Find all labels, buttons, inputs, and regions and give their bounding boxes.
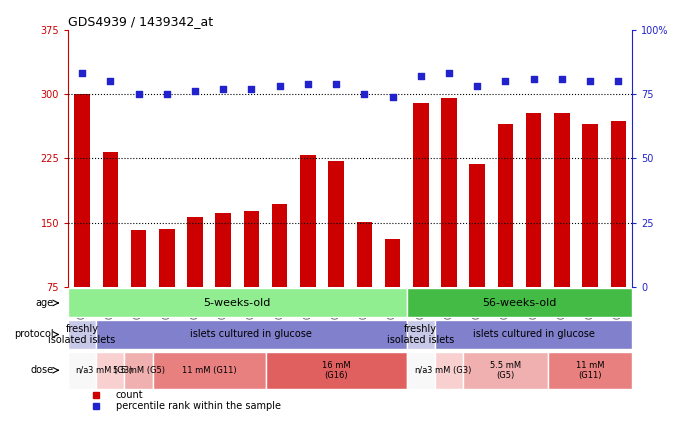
Bar	[187, 217, 203, 287]
Bar	[68, 288, 407, 317]
Text: 3 mM (G3): 3 mM (G3)	[427, 366, 471, 375]
Point	[556, 75, 567, 82]
Text: percentile rank within the sample: percentile rank within the sample	[116, 401, 281, 411]
Text: age: age	[36, 298, 54, 308]
Bar	[97, 352, 124, 389]
Bar	[103, 152, 118, 287]
Text: 16 mM
(G16): 16 mM (G16)	[322, 360, 350, 380]
Point	[387, 93, 398, 100]
Bar	[124, 352, 152, 389]
Bar	[441, 98, 457, 287]
Bar	[300, 155, 316, 287]
Point	[415, 73, 426, 80]
Bar	[582, 124, 598, 287]
Bar	[548, 352, 632, 389]
Bar	[243, 211, 259, 287]
Text: islets cultured in glucose: islets cultured in glucose	[190, 330, 312, 339]
Point	[303, 80, 313, 87]
Point	[105, 78, 116, 85]
Bar	[407, 288, 632, 317]
Text: 5.5 mM (G5): 5.5 mM (G5)	[113, 366, 165, 375]
Bar	[97, 320, 407, 349]
Bar	[435, 352, 463, 389]
Bar	[413, 103, 428, 287]
Text: islets cultured in glucose: islets cultured in glucose	[473, 330, 594, 339]
Point	[613, 78, 624, 85]
Text: freshly
isolated islets: freshly isolated islets	[387, 324, 454, 345]
Bar	[68, 320, 97, 349]
Point	[77, 70, 88, 77]
Text: GDS4939 / 1439342_at: GDS4939 / 1439342_at	[68, 16, 213, 28]
Bar	[216, 213, 231, 287]
Text: protocol: protocol	[14, 330, 54, 339]
Bar	[554, 113, 570, 287]
Text: 56-weeks-old: 56-weeks-old	[482, 298, 557, 308]
Point	[218, 85, 228, 92]
Text: 3 mM (G3): 3 mM (G3)	[88, 366, 133, 375]
Point	[528, 75, 539, 82]
Point	[500, 78, 511, 85]
Bar	[265, 352, 407, 389]
Bar	[328, 161, 344, 287]
Text: n/a: n/a	[414, 366, 428, 375]
Point	[443, 70, 454, 77]
Point	[330, 80, 341, 87]
Bar	[74, 94, 90, 287]
Text: dose: dose	[31, 365, 54, 375]
Text: n/a: n/a	[75, 366, 89, 375]
Point	[274, 83, 285, 90]
Bar	[385, 239, 401, 287]
Point	[472, 83, 483, 90]
Bar	[272, 204, 288, 287]
Text: 5.5 mM
(G5): 5.5 mM (G5)	[490, 360, 521, 380]
Point	[246, 85, 257, 92]
Point	[190, 88, 201, 95]
Bar	[159, 229, 175, 287]
Bar	[469, 164, 485, 287]
Bar	[611, 121, 626, 287]
Bar	[356, 222, 372, 287]
Point	[585, 78, 596, 85]
Text: 11 mM
(G11): 11 mM (G11)	[576, 360, 605, 380]
Point	[161, 91, 172, 97]
Bar	[131, 230, 146, 287]
Bar	[407, 352, 435, 389]
Bar	[526, 113, 541, 287]
Text: 11 mM (G11): 11 mM (G11)	[182, 366, 237, 375]
Bar	[463, 352, 548, 389]
Bar	[407, 320, 435, 349]
Point	[133, 91, 144, 97]
Text: freshly
isolated islets: freshly isolated islets	[48, 324, 116, 345]
Bar	[68, 352, 97, 389]
Text: 5-weeks-old: 5-weeks-old	[203, 298, 271, 308]
Text: count: count	[116, 390, 143, 400]
Point	[359, 91, 370, 97]
Bar	[435, 320, 632, 349]
Bar	[152, 352, 265, 389]
Bar	[498, 124, 513, 287]
